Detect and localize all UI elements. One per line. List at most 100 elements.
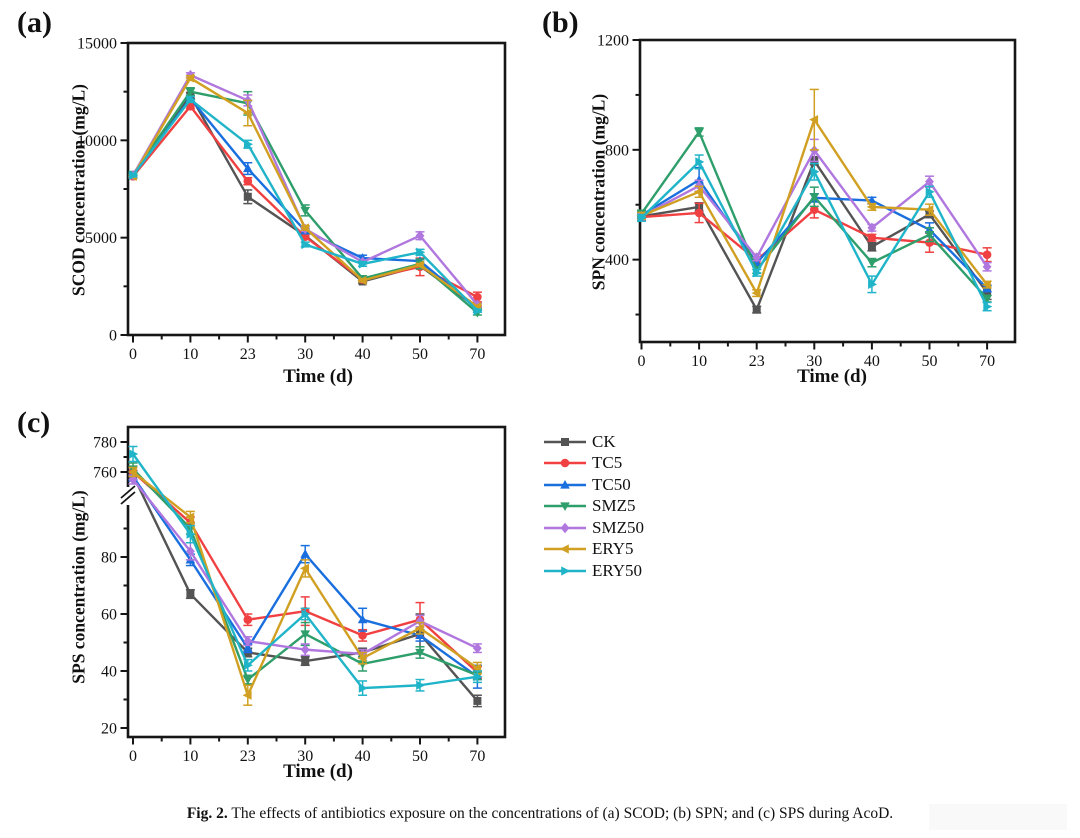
legend-marker-diamond [544,522,586,533]
chart-b-svg: 400 800 1200 0 10 23 30 40 50 70 [597,33,1017,370]
data-point-marker-triangle-left [414,623,424,633]
data-point-marker-diamond [415,230,425,241]
series-SMZ5 [636,127,992,304]
series-TC50-markers [128,93,483,313]
legend-label: CK [592,431,616,451]
data-point-marker-triangle-up [694,175,704,184]
tick-label: 30 [297,748,313,765]
tick-label: 70 [979,353,995,370]
tick-label: 23 [240,346,256,363]
data-point-marker-triangle-left [127,467,137,477]
data-point-marker-triangle-down [560,502,570,512]
series-ERY50-markers [129,94,483,316]
chart-a-x-axis-label: Time (d) [283,366,353,387]
chart-a-svg: 0 5000 10000 15000 0 10 23 30 40 50 70 [77,36,507,364]
legend-item-SMZ50: SMZ50 [543,517,644,539]
data-point-marker-triangle-right [244,139,253,149]
series-CK-line [131,474,479,702]
series-CK-markers [129,471,482,705]
series-ERY50 [637,154,993,312]
data-point-marker-square [301,657,310,666]
data-point-marker-triangle-left [693,187,703,197]
data-point-marker-triangle-up [560,479,570,489]
plot-frame [638,38,1017,344]
data-point-marker-triangle-right [186,94,196,105]
series-ERY50-markers [637,157,993,312]
corner-overlay [929,804,1067,830]
data-point-marker-diamond [300,644,310,655]
chart-c-y-axis-label: SPS concentration (mg/L) [68,490,89,684]
axis-ticks: 0 5000 10000 15000 0 10 23 30 40 50 70 [77,36,485,364]
series-ERY50 [128,94,483,316]
legend-label: TC50 [592,474,631,494]
tick-label: 10 [691,353,707,370]
data-point-marker-circle [694,208,704,218]
panel-label-a: (a) [17,6,52,39]
series-ERY5 [127,466,482,706]
series-ERY5-error-bars [128,466,482,706]
series-SMZ5-markers [636,128,992,304]
data-point-marker-triangle-left [751,288,761,298]
tick-label: 60 [101,607,117,624]
data-point-marker-circle [243,615,253,624]
data-point-marker-triangle-left [414,260,424,270]
legend-item-ERY5: ERY5 [543,539,644,561]
data-point-marker-diamond [982,261,992,272]
data-point-marker-triangle-right [561,566,571,576]
tick-label: 760 [93,465,117,482]
data-point-marker-triangle-down [300,630,310,639]
legend-item-CK: CK [543,431,644,453]
data-point-marker-circle [982,250,992,259]
series-TC50-error-bars [128,94,482,312]
series-SMZ5-error-bars [128,87,482,316]
data-point-marker-triangle-right [752,268,762,278]
legend-label: ERY50 [592,560,643,580]
chart-a-y-axis-label: SCOD concentration (mg/L) [68,84,89,296]
tick-label: 10000 [77,133,117,150]
data-point-marker-triangle-up [357,614,368,624]
data-point-marker-triangle-left [559,544,569,554]
panel-label-b: (b) [542,6,579,39]
tick-label: 50 [412,346,428,363]
chart-c-svg: 20 40 60 80 760 780 0 10 23 30 40 50 70 [93,425,507,765]
tick-label: 780 [93,435,117,452]
axis-break-gap [124,487,132,505]
tick-label: 23 [240,748,256,765]
data-point-marker-circle [867,233,877,242]
series-SMZ5 [128,87,483,318]
chart-b-y-axis-label: SPN concentration (mg/L) [588,93,609,291]
legend-item-SMZ5: SMZ5 [543,496,644,518]
data-point-marker-triangle-right [416,247,426,257]
tick-label: 15000 [77,36,117,53]
data-point-marker-triangle-down [694,128,704,137]
data-point-marker-triangle-right [244,660,253,670]
data-point-marker-triangle-right [810,167,820,177]
tick-label: 0 [109,328,117,345]
data-point-marker-square [561,437,569,446]
tick-label: 5000 [85,230,117,247]
series-CK-markers [129,91,482,312]
data-point-marker-triangle-left [300,563,309,573]
data-point-marker-triangle-down [809,193,820,202]
figure-caption: Fig. 2. The effects of antibiotics expos… [0,805,1080,823]
data-point-marker-square [243,192,252,201]
series-CK-error-bars [128,91,482,311]
legend-label: ERY5 [592,539,634,559]
data-point-marker-triangle-down [243,675,253,685]
legend-label: SMZ5 [592,496,636,516]
tick-label: 0 [129,748,137,765]
data-point-marker-triangle-right [695,157,705,167]
data-point-marker-triangle-right [983,301,993,312]
tick-label: 10 [182,346,198,363]
data-point-marker-diamond [415,615,425,627]
tick-label: 23 [749,353,765,370]
legend-item-TC5: TC5 [543,453,644,475]
data-point-marker-triangle-right [358,259,368,269]
data-point-marker-triangle-down [982,295,992,304]
data-point-marker-circle [810,205,819,214]
data-point-marker-triangle-right [637,213,647,223]
chart-b-x-axis-label: Time (d) [797,366,867,387]
series-ERY5-markers [127,467,482,700]
data-point-marker-diamond [925,176,934,187]
tick-label: 0 [638,353,646,370]
